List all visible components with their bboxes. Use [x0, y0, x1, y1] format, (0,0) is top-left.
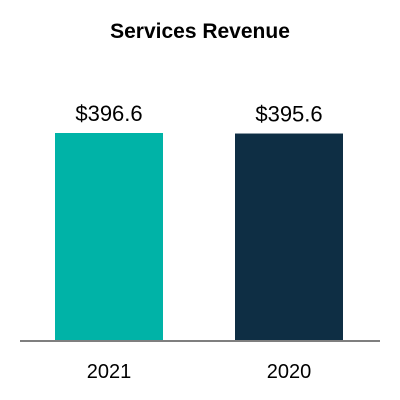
- data-label-2020: $395.6: [255, 102, 322, 127]
- bar-2020: [235, 133, 343, 341]
- bars-group: [55, 133, 343, 341]
- bar-2021: [55, 133, 163, 341]
- data-labels-group: $396.6 $395.6: [75, 101, 322, 127]
- x-tick-label-2021: 2021: [87, 361, 132, 383]
- chart-title: Services Revenue: [110, 20, 290, 43]
- x-tick-label-2020: 2020: [267, 361, 312, 383]
- data-label-2021: $396.6: [75, 101, 142, 126]
- x-tick-labels-group: 2021 2020: [87, 361, 312, 383]
